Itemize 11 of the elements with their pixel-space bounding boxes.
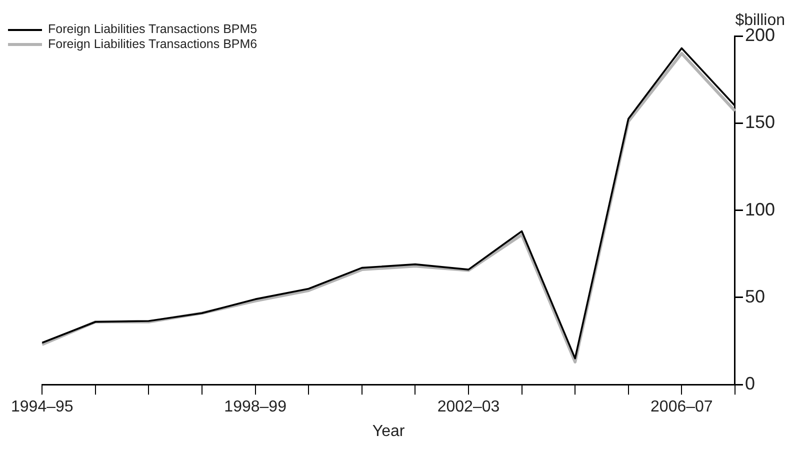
x-tick-label: 1994–95 xyxy=(10,398,74,416)
x-axis-title: Year xyxy=(372,422,406,440)
y-tick-label: 150 xyxy=(744,112,776,132)
x-tick-label: 2002–03 xyxy=(437,398,500,416)
y-tick-label: 50 xyxy=(744,286,765,306)
legend-label: Foreign Liabilities Transactions BPM5 xyxy=(48,22,258,37)
y-tick-label: 0 xyxy=(744,374,755,394)
x-tick-label: 2006–07 xyxy=(650,398,713,416)
legend-label: Foreign Liabilities Transactions BPM6 xyxy=(48,37,258,52)
x-tick-label: 1998–99 xyxy=(224,398,287,416)
y-tick-label: 100 xyxy=(744,199,776,220)
